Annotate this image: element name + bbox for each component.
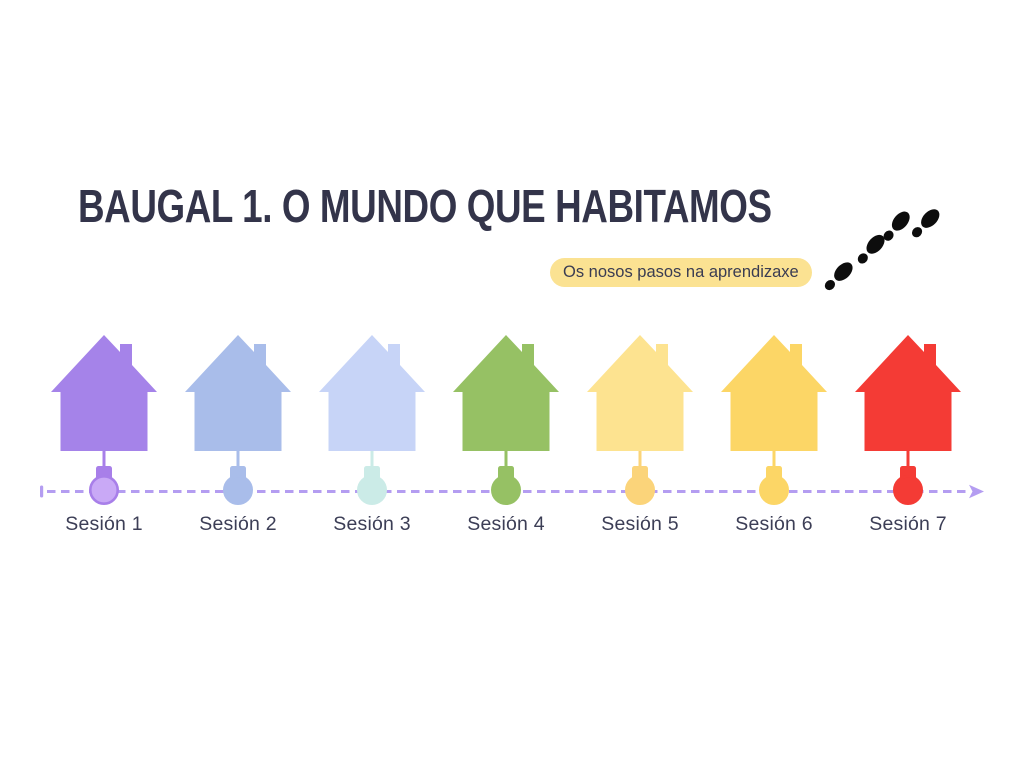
pendant-stem: [772, 451, 776, 469]
footprints-icon: [824, 209, 940, 291]
house-icon: [185, 335, 291, 505]
subtitle-badge: Os nosos pasos na aprendizaxe: [550, 258, 812, 287]
timeline-marker: [357, 475, 387, 505]
session-label: Sesión 5: [601, 513, 679, 535]
session-item-1: Sesión 1: [37, 333, 171, 536]
timeline-marker: [89, 475, 119, 505]
house-icon: [855, 335, 961, 505]
session-item-5: Sesión 5: [573, 333, 707, 536]
pendant-stem: [370, 451, 374, 469]
session-item-3: Sesión 3: [305, 333, 439, 536]
session-label: Sesión 4: [467, 513, 545, 535]
house-icon: [51, 335, 157, 505]
house-shape: [319, 335, 425, 451]
session-label: Sesión 7: [869, 513, 947, 535]
shoeprint-icon: [912, 209, 940, 238]
timeline-arrow-icon: [969, 484, 984, 499]
timeline-marker: [625, 475, 655, 505]
timeline-marker: [759, 475, 789, 505]
house-shape: [855, 335, 961, 451]
timeline-marker: [893, 475, 923, 505]
session-label: Sesión 2: [199, 513, 277, 535]
pendant-stem: [638, 451, 642, 469]
timeline-marker: [491, 475, 521, 505]
house-shape: [721, 335, 827, 451]
subtitle-badge-label: Os nosos pasos na aprendizaxe: [563, 263, 799, 281]
house-shape: [453, 335, 559, 451]
pendant-stem: [906, 451, 910, 469]
session-label: Sesión 6: [735, 513, 813, 535]
pendant-stem: [504, 451, 508, 469]
house-shape: [51, 335, 157, 451]
timeline-marker: [223, 475, 253, 505]
timeline-start-tick: [40, 485, 44, 498]
house-icon: [319, 335, 425, 505]
pendant-stem: [102, 451, 106, 469]
slide-title: BAUGAL 1. O MUNDO QUE HABITAMOS: [78, 180, 772, 232]
session-item-4: Sesión 4: [439, 333, 573, 536]
shoeprint-icon: [857, 234, 885, 264]
shoeprint-icon: [883, 211, 910, 241]
house-shape: [185, 335, 291, 451]
house-shape: [587, 335, 693, 451]
session-item-6: Sesión 6: [707, 333, 841, 536]
house-icon: [587, 335, 693, 505]
session-item-2: Sesión 2: [171, 333, 305, 536]
session-item-7: Sesión 7: [841, 333, 975, 536]
house-icon: [721, 335, 827, 505]
shoeprint-icon: [824, 262, 853, 291]
session-label: Sesión 3: [333, 513, 411, 535]
house-icon: [453, 335, 559, 505]
session-label: Sesión 1: [65, 513, 143, 535]
pendant-stem: [236, 451, 240, 469]
